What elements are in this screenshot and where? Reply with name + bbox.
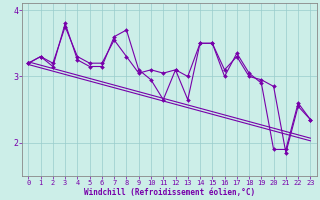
X-axis label: Windchill (Refroidissement éolien,°C): Windchill (Refroidissement éolien,°C) xyxy=(84,188,255,197)
